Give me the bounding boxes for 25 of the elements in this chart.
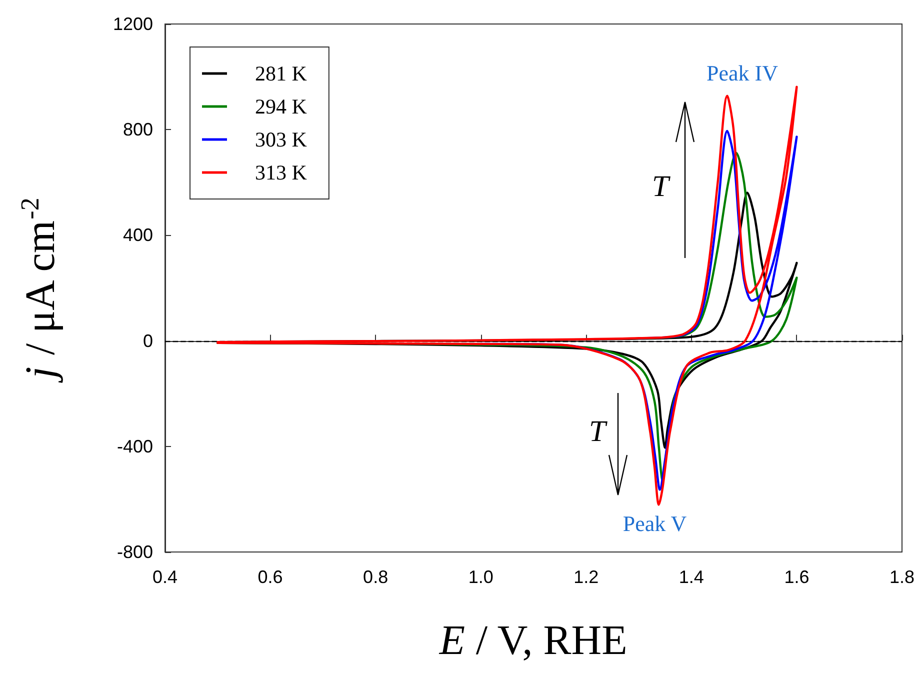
legend-label: 294 K — [255, 94, 307, 118]
x-tick-label: 1.2 — [574, 567, 599, 587]
legend-label: 303 K — [255, 128, 307, 152]
x-tick-label: 0.4 — [152, 567, 178, 587]
x-tick-label: 1.0 — [468, 567, 494, 587]
y-tick-label: -400 — [116, 436, 153, 456]
y-tick-label: -800 — [116, 542, 153, 562]
x-tick-label: 1.8 — [889, 567, 915, 587]
x-tick-label: 0.6 — [258, 567, 283, 587]
x-tick-label: 0.8 — [363, 567, 388, 587]
legend-label: 313 K — [255, 160, 307, 184]
legend-label: 281 K — [255, 62, 307, 86]
annotation: T — [652, 170, 669, 203]
y-tick-label: 800 — [122, 120, 153, 140]
line-series — [216, 86, 798, 506]
y-tick-label: 400 — [122, 225, 153, 246]
x-axis-title: E / V, RHE — [438, 618, 628, 664]
annotation: Peak V — [622, 511, 687, 536]
y-tick-label: 0 — [142, 330, 153, 351]
y-axis-title: j / μA cm-2 — [16, 198, 64, 384]
x-tick-label: 1.6 — [784, 567, 810, 587]
x-tick-label: 1.4 — [678, 567, 704, 587]
annotation: Peak IV — [706, 60, 778, 86]
annotation: T — [589, 415, 606, 448]
y-tick-label: 1200 — [112, 14, 153, 34]
